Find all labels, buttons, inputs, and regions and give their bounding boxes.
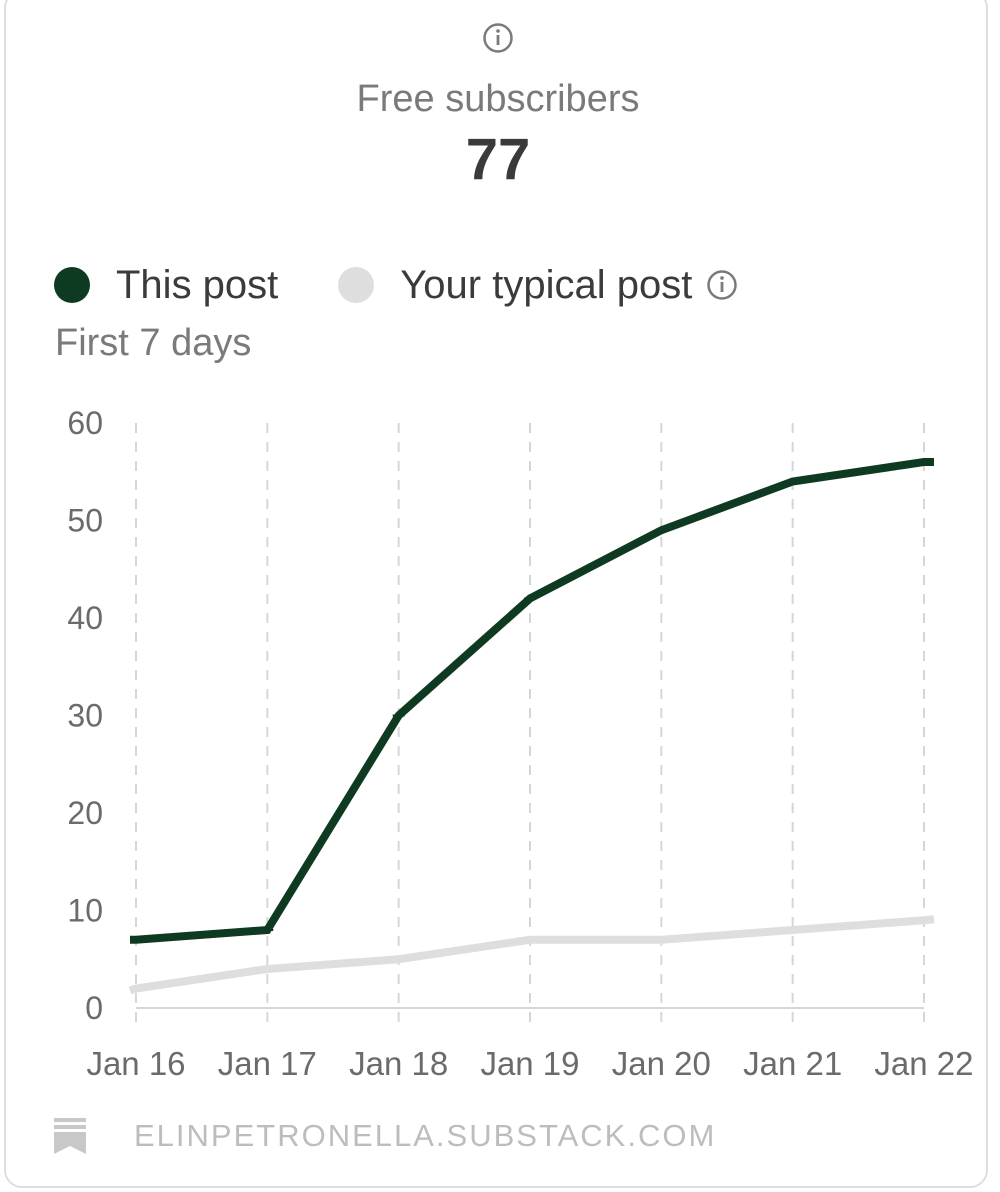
x-tick-label: Jan 18 xyxy=(349,1045,448,1082)
x-tick-label: Jan 16 xyxy=(86,1045,185,1082)
x-tick-label: Jan 19 xyxy=(480,1045,579,1082)
legend-dot-this-post xyxy=(54,267,90,303)
y-tick-label: 30 xyxy=(67,698,103,734)
chart-legend: This post Your typical post xyxy=(54,262,738,308)
legend-item-this-post: This post xyxy=(54,263,278,308)
y-tick-label: 20 xyxy=(67,795,103,831)
metric-value: 77 xyxy=(465,127,531,192)
footer: ELINPETRONELLA.SUBSTACK.COM xyxy=(52,1114,716,1158)
y-tick-label: 60 xyxy=(67,405,103,441)
info-icon[interactable] xyxy=(482,22,514,54)
metric-title: Free subscribers xyxy=(356,78,640,120)
stats-card xyxy=(4,0,988,1188)
chart-subtitle: First 7 days xyxy=(55,322,252,364)
legend-label-typical-post: Your typical post xyxy=(400,262,693,307)
footer-site-name: ELINPETRONELLA.SUBSTACK.COM xyxy=(134,1118,717,1153)
info-icon[interactable] xyxy=(706,269,738,301)
series-line-this-post xyxy=(130,458,934,944)
legend-item-typical-post: Your typical post xyxy=(338,263,738,308)
x-tick-label: Jan 21 xyxy=(743,1045,842,1082)
bookmark-icon xyxy=(54,1118,86,1154)
x-tick-label: Jan 22 xyxy=(874,1045,973,1082)
legend-label-this-post: This post xyxy=(116,262,279,307)
y-tick-label: 50 xyxy=(67,503,103,539)
y-tick-label: 40 xyxy=(67,600,103,636)
x-tick-label: Jan 20 xyxy=(612,1045,711,1082)
y-tick-label: 0 xyxy=(85,990,103,1026)
y-tick-label: 10 xyxy=(67,893,103,929)
x-tick-label: Jan 17 xyxy=(218,1045,317,1082)
legend-dot-typical-post xyxy=(338,267,375,303)
